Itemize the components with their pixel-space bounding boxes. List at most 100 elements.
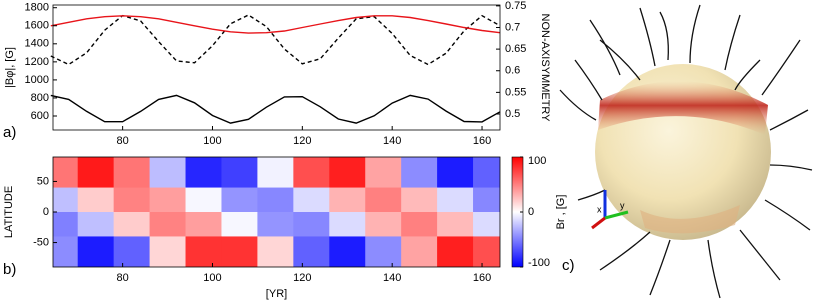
x-tick-label: 120: [293, 135, 311, 147]
heat-cell: [149, 236, 187, 267]
heat-cell: [257, 236, 294, 267]
heat-cell: [401, 187, 438, 213]
heat-cell: [77, 212, 115, 237]
colorbar-tick-label: 0: [528, 206, 534, 218]
x-tick-label: 80: [117, 135, 129, 147]
x-tick-label: 100: [203, 272, 221, 284]
y-tick-label: 800: [31, 92, 49, 104]
panel-label: b): [3, 261, 16, 278]
y2-tick-label: 0.55: [505, 86, 526, 98]
heat-cell: [365, 236, 402, 267]
heat-cell: [221, 187, 258, 213]
heat-cell: [113, 157, 151, 189]
heat-cell: [437, 236, 474, 267]
heat-cell: [113, 212, 151, 237]
heat-cell: [437, 157, 474, 189]
heat-cell: [365, 157, 402, 189]
panel-label: c): [562, 257, 575, 274]
x-axis-label: [YR]: [266, 288, 287, 300]
heat-cell: [437, 187, 474, 213]
heat-cell: [53, 187, 79, 213]
axis-label: x: [597, 204, 602, 214]
heat-cell: [293, 236, 330, 267]
y-tick-label: 1600: [25, 20, 49, 32]
heat-cell: [113, 187, 151, 213]
x-tick-label: 100: [203, 135, 221, 147]
heat-cell: [185, 157, 222, 189]
colorbar-tick-label: -100: [528, 257, 550, 269]
heat-cell: [365, 212, 402, 237]
heat-cell: [473, 157, 500, 189]
x-tick-label: 140: [383, 135, 401, 147]
y2-tick-label: 0.7: [505, 21, 520, 33]
y-tick-label: 600: [31, 110, 49, 122]
y2-tick-label: 0.6: [505, 65, 520, 77]
y2-tick-label: 0.5: [505, 108, 520, 120]
heat-cell: [149, 187, 187, 213]
sphere-band: [640, 205, 740, 234]
heat-cell: [77, 187, 115, 213]
sphere-panel: x y c): [559, 4, 813, 299]
heat-cell: [113, 236, 151, 267]
heatmap: [53, 157, 500, 267]
colorbar-label: Br , [G]: [555, 195, 567, 230]
x-tick-label: 160: [473, 135, 491, 147]
heat-cell: [293, 157, 330, 189]
heat-cell: [53, 236, 79, 267]
heat-cell: [221, 236, 258, 267]
y-axis-label: |Bφ|, [G]: [4, 47, 16, 88]
heat-cell: [401, 212, 438, 237]
heat-cell: [185, 187, 222, 213]
heat-cell: [257, 187, 294, 213]
axis-label: y: [620, 200, 625, 210]
y2-tick-label: 0.65: [505, 43, 526, 55]
heat-cell: [473, 212, 500, 237]
x-tick-label: 160: [473, 272, 491, 284]
heat-cell: [77, 236, 115, 267]
data-line: [50, 94, 501, 124]
heat-cell: [221, 157, 258, 189]
heat-cell: [473, 187, 500, 213]
heat-cell: [185, 236, 222, 267]
data-line: [50, 15, 501, 34]
x-tick-label: 120: [293, 272, 311, 284]
y-tick-label: 1200: [25, 56, 49, 68]
heat-cell: [401, 157, 438, 189]
y2-tick-label: 0.75: [505, 0, 526, 12]
heat-cell: [257, 157, 294, 189]
y-tick-label: 1400: [25, 38, 49, 50]
heat-cell: [77, 157, 115, 189]
heat-cell: [329, 236, 366, 267]
heat-cell: [329, 212, 366, 237]
heat-cell: [329, 187, 366, 213]
y-axis-label: LATITUDE: [3, 186, 15, 238]
plot-frame: [52, 4, 501, 131]
y-tick-label: 0: [43, 206, 49, 218]
axes-triad: x y: [591, 190, 629, 230]
heat-cell: [53, 157, 79, 189]
heat-cell: [149, 157, 187, 189]
field-lines: [559, 4, 813, 299]
heat-cell: [293, 212, 330, 237]
y-tick-label: 1800: [25, 2, 49, 14]
heat-cell: [473, 236, 500, 267]
y-tick-label: 50: [37, 175, 49, 187]
heat-cell: [329, 157, 366, 189]
heat-cell: [53, 212, 79, 237]
heat-cell: [401, 236, 438, 267]
heat-cell: [149, 212, 187, 237]
heat-cell: [221, 212, 258, 237]
x-tick-label: 140: [383, 272, 401, 284]
heat-cell: [365, 187, 402, 213]
y-tick-label: 1000: [25, 74, 49, 86]
y2-axis-label: NON-AXISYMMETRY: [539, 14, 551, 123]
panel-label: a): [3, 124, 16, 141]
heat-cell: [293, 187, 330, 213]
heat-cell: [257, 212, 294, 237]
colorbar-tick-label: 100: [528, 155, 546, 167]
heat-cell: [437, 212, 474, 237]
x-tick-label: 80: [117, 272, 129, 284]
y-tick-label: -50: [33, 236, 49, 248]
heat-cell: [185, 212, 222, 237]
